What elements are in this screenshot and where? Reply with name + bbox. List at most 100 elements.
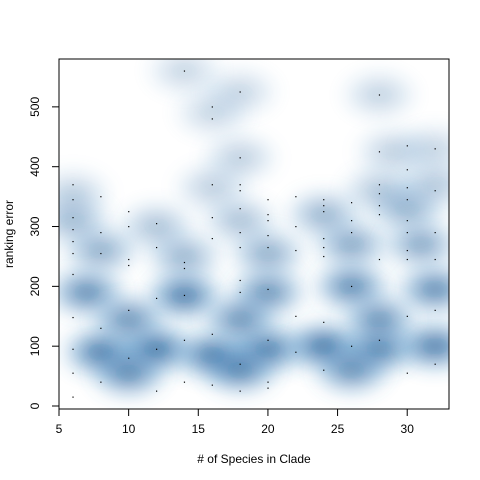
data-point: [239, 190, 241, 192]
data-point: [211, 384, 213, 386]
x-tick-label: 20: [261, 422, 275, 436]
density-blob: [198, 292, 282, 347]
data-point: [128, 226, 130, 228]
data-point: [156, 390, 158, 392]
y-tick-label: 0: [28, 402, 42, 409]
density-layer: [59, 59, 449, 401]
data-point: [100, 381, 102, 383]
data-point: [295, 196, 297, 198]
data-point: [156, 297, 158, 300]
data-point: [100, 196, 102, 198]
data-point: [351, 345, 353, 347]
data-point: [72, 240, 74, 243]
data-point: [295, 226, 297, 228]
data-point: [211, 217, 213, 219]
data-point: [434, 148, 436, 150]
data-point: [128, 309, 130, 311]
density-blob: [393, 121, 449, 176]
data-point: [156, 223, 158, 225]
data-point: [378, 214, 381, 216]
data-point: [128, 357, 130, 359]
data-point: [100, 252, 102, 255]
data-point: [211, 237, 213, 240]
data-point: [406, 258, 408, 261]
data-point: [406, 315, 408, 317]
data-point: [128, 258, 130, 261]
data-point: [239, 291, 241, 294]
data-point: [406, 187, 408, 189]
data-point: [239, 279, 241, 282]
data-point: [72, 217, 74, 219]
data-point: [239, 208, 241, 210]
data-point: [434, 190, 436, 192]
data-point: [434, 232, 436, 234]
data-point: [128, 264, 130, 267]
data-point: [406, 145, 408, 147]
data-point: [378, 258, 381, 261]
data-point: [211, 106, 213, 108]
density-blob: [142, 59, 227, 98]
data-point: [183, 339, 186, 341]
data-point: [323, 255, 325, 258]
density-blob: [309, 343, 394, 398]
data-point: [434, 309, 436, 311]
data-point: [378, 205, 381, 207]
data-point: [211, 118, 213, 120]
data-point: [267, 381, 269, 383]
data-point: [267, 220, 269, 222]
data-point: [72, 396, 74, 398]
data-point: [267, 288, 269, 291]
density-blob: [59, 166, 115, 221]
data-point: [72, 184, 74, 186]
density-blob: [198, 343, 282, 398]
data-point: [183, 267, 186, 270]
points-layer: [72, 70, 436, 398]
data-point: [72, 316, 74, 319]
x-axis: 5 10 15 20 25 30: [56, 408, 415, 436]
data-point: [100, 232, 102, 234]
x-tick-label: 30: [401, 422, 415, 436]
data-point: [183, 294, 186, 297]
y-tick-label: 400: [28, 156, 42, 176]
data-point: [267, 387, 269, 389]
density-blob: [86, 346, 171, 401]
data-point: [323, 321, 325, 323]
data-point: [72, 273, 74, 276]
data-point: [323, 369, 325, 371]
data-point: [156, 246, 158, 249]
data-point: [72, 252, 74, 255]
data-point: [72, 199, 74, 201]
data-point: [406, 169, 408, 171]
y-tick-label: 300: [28, 216, 42, 236]
y-tick-label: 200: [28, 276, 42, 296]
data-point: [100, 327, 102, 329]
data-point: [434, 363, 436, 365]
data-point: [267, 234, 269, 237]
data-point: [406, 372, 408, 374]
x-tick-label: 25: [331, 422, 345, 436]
data-point: [406, 249, 408, 252]
data-point: [323, 205, 325, 207]
data-point: [239, 157, 241, 159]
data-point: [406, 199, 408, 201]
data-point: [72, 372, 74, 374]
x-tick-label: 15: [192, 422, 206, 436]
density-blob: [86, 292, 171, 347]
data-point: [351, 202, 353, 204]
density-blob: [337, 292, 422, 347]
data-point: [72, 229, 74, 231]
data-point: [239, 232, 241, 234]
data-point: [267, 339, 269, 341]
data-point: [239, 91, 241, 93]
data-point: [295, 315, 297, 317]
data-point: [295, 351, 297, 353]
data-point: [211, 333, 213, 335]
data-point: [267, 214, 269, 216]
y-axis-title: ranking error: [2, 200, 16, 268]
data-point: [156, 348, 158, 350]
data-point: [183, 70, 186, 72]
data-point: [406, 220, 408, 222]
data-point: [323, 199, 325, 201]
data-point: [378, 151, 381, 153]
